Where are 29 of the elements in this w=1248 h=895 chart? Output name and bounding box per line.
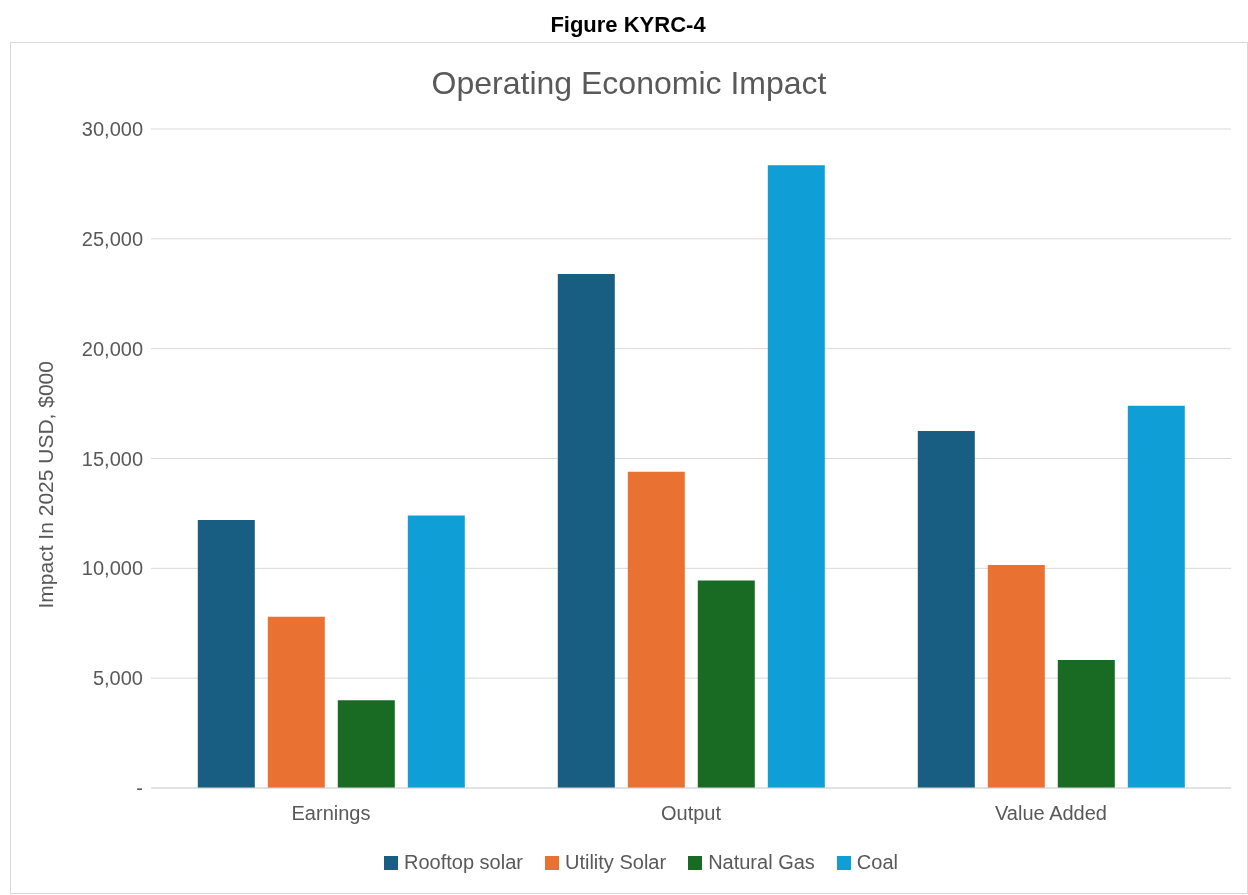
y-tick-label: 5,000 xyxy=(92,667,143,690)
bar xyxy=(1127,405,1185,788)
bar xyxy=(627,471,685,788)
bar xyxy=(987,565,1045,788)
y-tick-label: 30,000 xyxy=(81,118,143,141)
y-tick-label: - xyxy=(136,777,143,800)
bar xyxy=(1057,659,1115,788)
bar xyxy=(197,520,255,788)
bar xyxy=(917,431,975,788)
bar xyxy=(697,580,755,788)
bar xyxy=(407,515,465,788)
bar xyxy=(337,700,395,788)
y-tick-label: 20,000 xyxy=(81,337,143,360)
y-tick-label: 15,000 xyxy=(81,447,143,470)
y-tick-label: 25,000 xyxy=(81,227,143,250)
x-tick-label: Earnings xyxy=(291,802,371,825)
x-tick-label: Output xyxy=(660,802,722,825)
chart-title: Figure KYRC-4 xyxy=(549,11,707,39)
chart-subtitle: Operating Economic Impact xyxy=(430,65,828,103)
legend-label: Coal xyxy=(856,851,898,874)
bar xyxy=(557,273,615,788)
x-tick-label: Value Added xyxy=(995,802,1107,825)
bar xyxy=(267,616,325,788)
legend-label: Utility Solar xyxy=(564,851,667,874)
legend-label: Natural Gas xyxy=(708,851,815,874)
legend-label: Rooftop solar xyxy=(404,851,523,874)
bar xyxy=(767,165,825,788)
y-tick-label: 10,000 xyxy=(81,557,143,580)
y-axis-title: Impact In 2025 USD, $000 xyxy=(34,361,58,609)
